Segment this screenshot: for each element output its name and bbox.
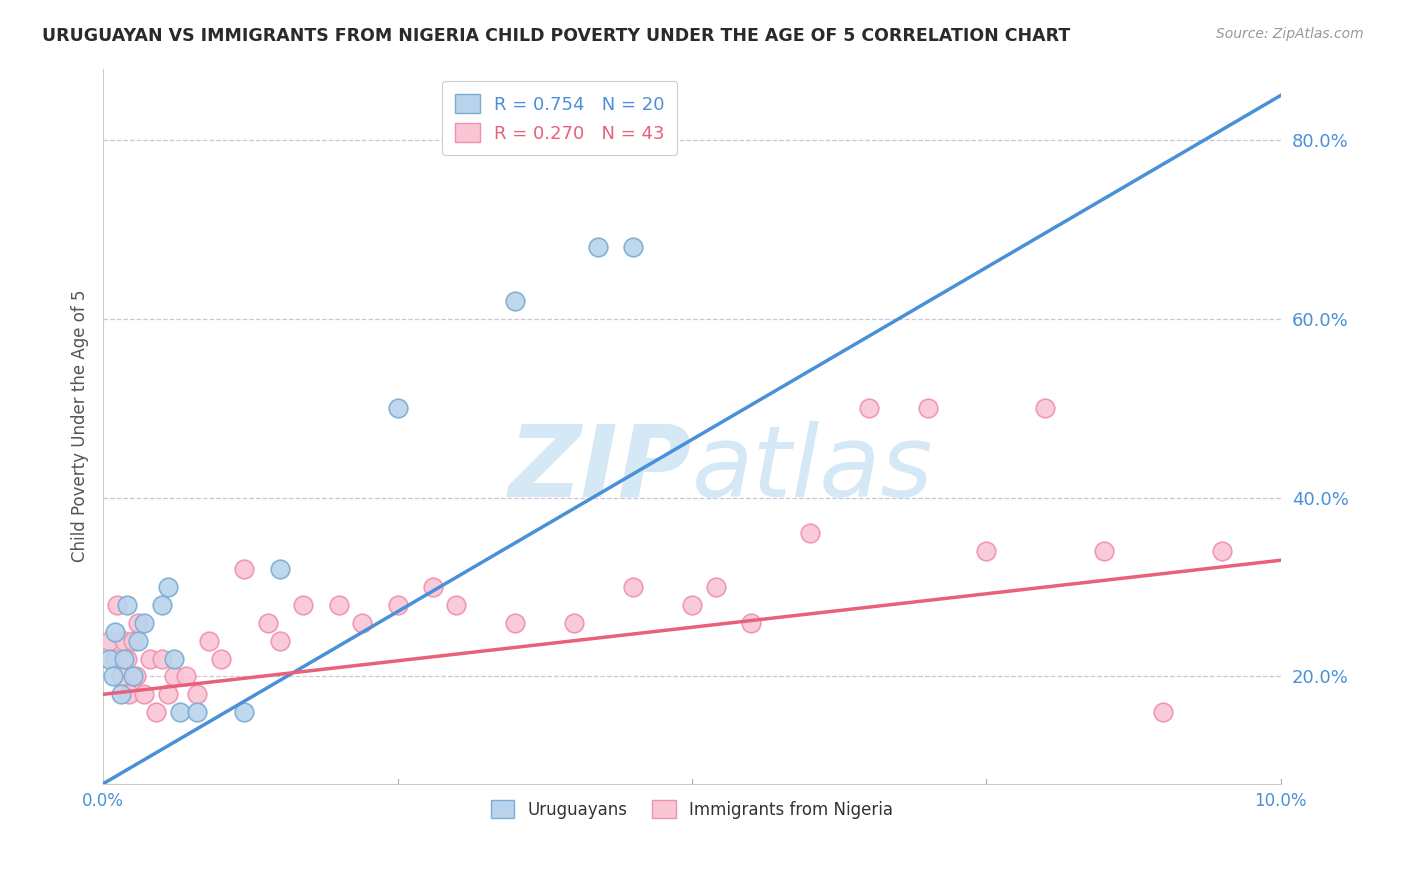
Point bbox=[101, 669, 124, 683]
Point bbox=[209, 651, 232, 665]
Point bbox=[186, 705, 208, 719]
Point bbox=[169, 705, 191, 719]
Point bbox=[115, 651, 138, 665]
Text: Source: ZipAtlas.com: Source: ZipAtlas.com bbox=[1216, 27, 1364, 41]
Point bbox=[621, 580, 644, 594]
Point bbox=[121, 669, 143, 683]
Point bbox=[98, 633, 121, 648]
Point bbox=[505, 293, 527, 308]
Point bbox=[328, 598, 350, 612]
Point bbox=[150, 651, 173, 665]
Point bbox=[586, 240, 609, 254]
Point bbox=[422, 580, 444, 594]
Point bbox=[976, 544, 998, 558]
Point bbox=[387, 598, 409, 612]
Point bbox=[917, 401, 939, 416]
Point bbox=[233, 562, 256, 576]
Point bbox=[134, 615, 156, 630]
Text: ZIP: ZIP bbox=[509, 420, 692, 517]
Point bbox=[121, 633, 143, 648]
Point bbox=[110, 687, 132, 701]
Point bbox=[257, 615, 280, 630]
Point bbox=[112, 633, 135, 648]
Legend: Uruguayans, Immigrants from Nigeria: Uruguayans, Immigrants from Nigeria bbox=[484, 794, 900, 825]
Point bbox=[112, 651, 135, 665]
Point bbox=[1152, 705, 1174, 719]
Text: URUGUAYAN VS IMMIGRANTS FROM NIGERIA CHILD POVERTY UNDER THE AGE OF 5 CORRELATIO: URUGUAYAN VS IMMIGRANTS FROM NIGERIA CHI… bbox=[42, 27, 1070, 45]
Point bbox=[134, 687, 156, 701]
Point bbox=[145, 705, 167, 719]
Point bbox=[186, 687, 208, 701]
Point bbox=[269, 633, 291, 648]
Point bbox=[446, 598, 468, 612]
Point bbox=[352, 615, 374, 630]
Point bbox=[387, 401, 409, 416]
Point bbox=[681, 598, 703, 612]
Point bbox=[269, 562, 291, 576]
Point bbox=[125, 669, 148, 683]
Point bbox=[233, 705, 256, 719]
Point bbox=[163, 651, 186, 665]
Text: 10.0%: 10.0% bbox=[1254, 792, 1308, 810]
Point bbox=[110, 669, 132, 683]
Point bbox=[105, 598, 128, 612]
Point bbox=[118, 687, 141, 701]
Point bbox=[127, 615, 149, 630]
Point bbox=[740, 615, 762, 630]
Point bbox=[104, 624, 127, 639]
Point bbox=[621, 240, 644, 254]
Point bbox=[505, 615, 527, 630]
Point bbox=[163, 669, 186, 683]
Point bbox=[799, 526, 821, 541]
Point bbox=[139, 651, 162, 665]
Point bbox=[150, 598, 173, 612]
Y-axis label: Child Poverty Under the Age of 5: Child Poverty Under the Age of 5 bbox=[72, 290, 89, 562]
Point bbox=[858, 401, 880, 416]
Point bbox=[156, 580, 179, 594]
Point bbox=[1211, 544, 1233, 558]
Text: 0.0%: 0.0% bbox=[82, 792, 124, 810]
Point bbox=[704, 580, 727, 594]
Point bbox=[156, 687, 179, 701]
Point bbox=[1033, 401, 1056, 416]
Point bbox=[292, 598, 315, 612]
Point bbox=[1092, 544, 1115, 558]
Point bbox=[174, 669, 197, 683]
Point bbox=[127, 633, 149, 648]
Point bbox=[198, 633, 221, 648]
Point bbox=[104, 651, 127, 665]
Point bbox=[562, 615, 585, 630]
Point bbox=[115, 598, 138, 612]
Point bbox=[98, 651, 121, 665]
Text: atlas: atlas bbox=[692, 420, 934, 517]
